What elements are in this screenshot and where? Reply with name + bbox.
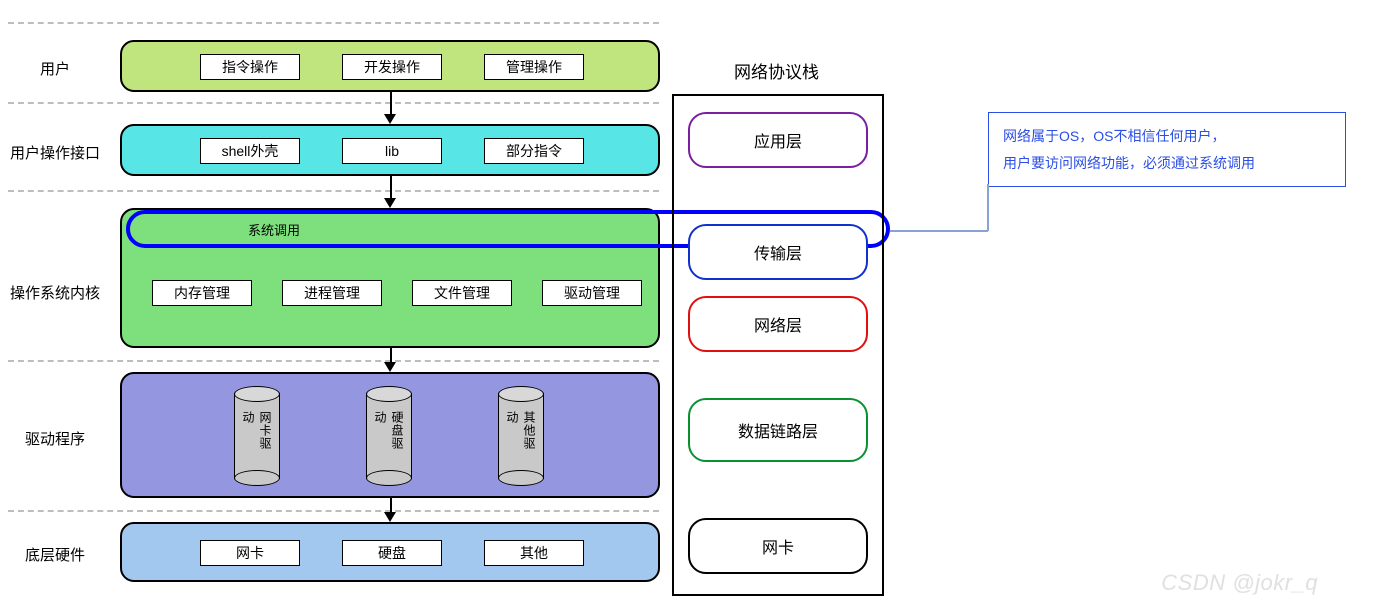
- panel-ui: shell外壳 lib 部分指令: [120, 124, 660, 176]
- arrow-1-head: [384, 114, 396, 124]
- label-driver: 驱动程序: [0, 428, 110, 449]
- box-hw-1: 硬盘: [342, 540, 442, 566]
- box-user-2: 管理操作: [484, 54, 584, 80]
- label-kernel: 操作系统内核: [0, 282, 110, 303]
- label-ui: 用户操作接口: [0, 142, 110, 163]
- box-ui-0: shell外壳: [200, 138, 300, 164]
- box-kernel-0: 内存管理: [152, 280, 252, 306]
- divider-1: [8, 22, 659, 24]
- pill-link: 数据链路层: [688, 398, 868, 462]
- pill-nic-label: 网卡: [762, 534, 794, 558]
- label-user: 用户: [0, 58, 110, 79]
- box-user-0: 指令操作: [200, 54, 300, 80]
- pill-link-label: 数据链路层: [738, 418, 818, 442]
- pill-network: 网络层: [688, 296, 868, 352]
- watermark: CSDN @jokr_q: [1161, 570, 1318, 596]
- annotation-line1: 网络属于OS，OS不相信任何用户，: [1003, 123, 1331, 150]
- arrow-4-head: [384, 512, 396, 522]
- divider-3: [8, 190, 659, 192]
- divider-2: [8, 102, 659, 104]
- protocol-title: 网络协议栈: [734, 58, 819, 83]
- cyl-1: 硬盘驱动: [366, 386, 412, 486]
- cyl-2: 其他驱动: [498, 386, 544, 486]
- box-kernel-3: 驱动管理: [542, 280, 642, 306]
- arrow-2-head: [384, 198, 396, 208]
- panel-hw: 网卡 硬盘 其他: [120, 522, 660, 582]
- annotation-box: 网络属于OS，OS不相信任何用户， 用户要访问网络功能，必须通过系统调用: [988, 112, 1346, 187]
- arrow-2: [390, 176, 392, 200]
- panel-driver: 网卡驱动 硬盘驱动 其他驱动: [120, 372, 660, 498]
- pill-app: 应用层: [688, 112, 868, 168]
- pill-transport: 传输层: [688, 224, 868, 280]
- cyl-1-label: 硬盘驱动: [372, 411, 406, 461]
- divider-4: [8, 360, 659, 362]
- syscall-label: 系统调用: [248, 220, 300, 239]
- box-hw-0: 网卡: [200, 540, 300, 566]
- cyl-0: 网卡驱动: [234, 386, 280, 486]
- box-user-1: 开发操作: [342, 54, 442, 80]
- box-kernel-2: 文件管理: [412, 280, 512, 306]
- box-kernel-1: 进程管理: [282, 280, 382, 306]
- arrow-1: [390, 92, 392, 116]
- label-hw: 底层硬件: [0, 544, 110, 565]
- cyl-0-label: 网卡驱动: [240, 411, 274, 461]
- annotation-line2: 用户要访问网络功能，必须通过系统调用: [1003, 150, 1331, 177]
- panel-user: 指令操作 开发操作 管理操作: [120, 40, 660, 92]
- arrow-3-head: [384, 362, 396, 372]
- pill-app-label: 应用层: [754, 128, 802, 152]
- box-ui-1: lib: [342, 138, 442, 164]
- pill-transport-label: 传输层: [754, 240, 802, 264]
- cyl-2-label: 其他驱动: [504, 411, 538, 461]
- pill-nic: 网卡: [688, 518, 868, 574]
- box-ui-2: 部分指令: [484, 138, 584, 164]
- box-hw-2: 其他: [484, 540, 584, 566]
- divider-5: [8, 510, 659, 512]
- pill-network-label: 网络层: [754, 312, 802, 336]
- connector-v: [987, 184, 989, 231]
- connector-h: [890, 230, 988, 232]
